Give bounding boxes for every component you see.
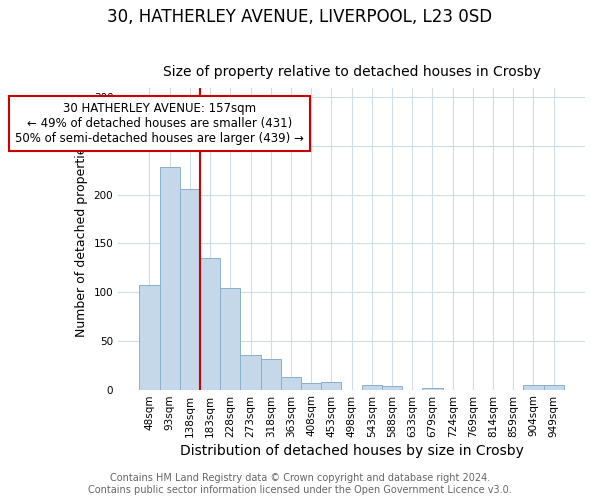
Text: 30, HATHERLEY AVENUE, LIVERPOOL, L23 0SD: 30, HATHERLEY AVENUE, LIVERPOOL, L23 0SD [107, 8, 493, 26]
Title: Size of property relative to detached houses in Crosby: Size of property relative to detached ho… [163, 66, 541, 80]
Bar [301, 383, 321, 390]
Bar [241, 354, 260, 390]
X-axis label: Distribution of detached houses by size in Crosby: Distribution of detached houses by size … [179, 444, 524, 458]
Bar [544, 384, 564, 390]
Bar [160, 168, 180, 390]
Text: 30 HATHERLEY AVENUE: 157sqm
← 49% of detached houses are smaller (431)
50% of se: 30 HATHERLEY AVENUE: 157sqm ← 49% of det… [15, 102, 304, 145]
Y-axis label: Number of detached properties: Number of detached properties [75, 140, 88, 337]
Bar [260, 360, 281, 390]
Bar [382, 386, 402, 390]
Bar [321, 382, 341, 390]
Bar [180, 189, 200, 390]
Bar [523, 384, 544, 390]
Text: Contains HM Land Registry data © Crown copyright and database right 2024.
Contai: Contains HM Land Registry data © Crown c… [88, 474, 512, 495]
Bar [139, 286, 160, 390]
Bar [220, 288, 241, 390]
Bar [281, 377, 301, 390]
Bar [422, 388, 443, 390]
Bar [362, 384, 382, 390]
Bar [200, 258, 220, 390]
